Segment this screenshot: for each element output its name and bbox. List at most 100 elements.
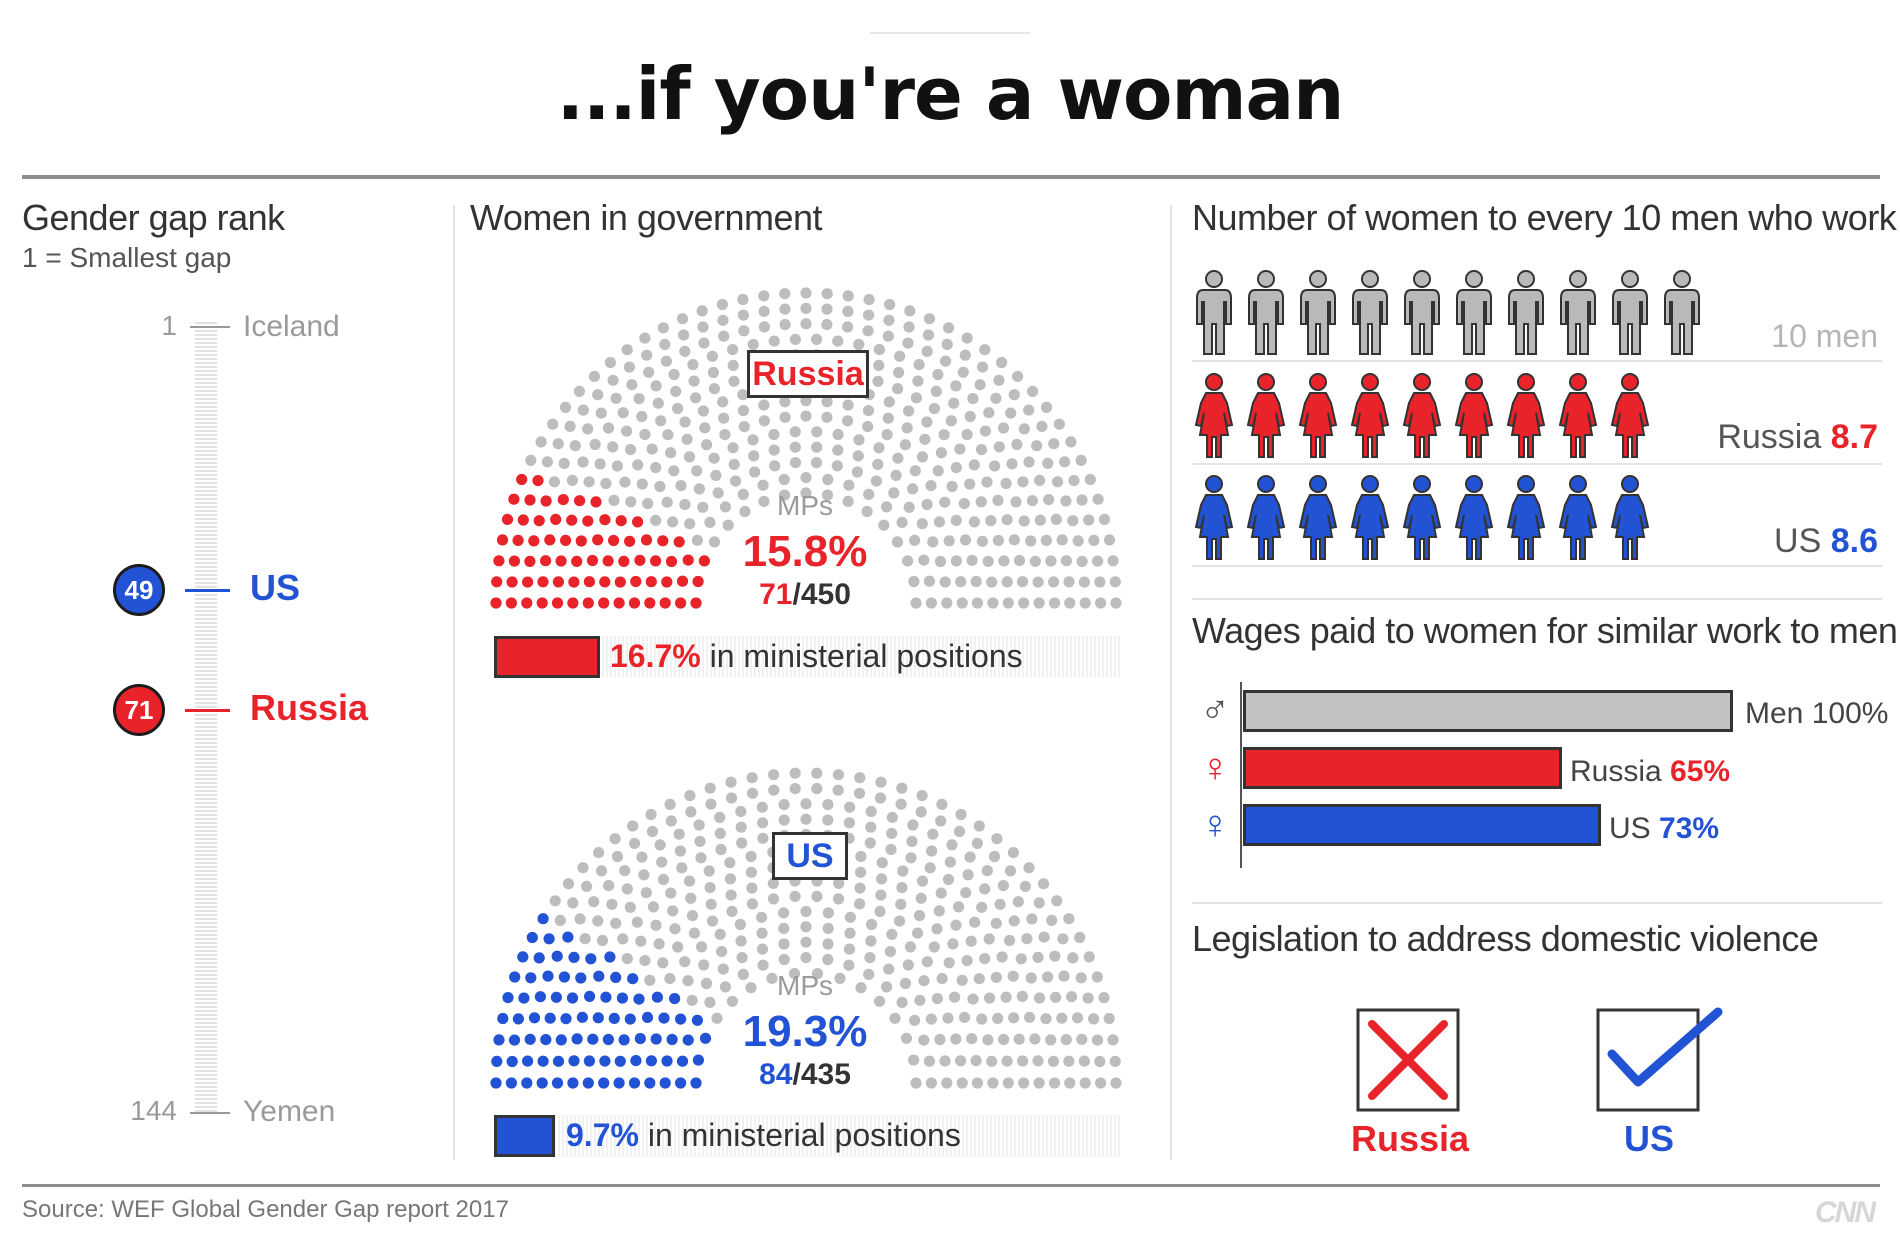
russia-seat [1103, 534, 1116, 546]
us-seat [768, 769, 780, 781]
us-seat [950, 1033, 962, 1045]
russia-seat [728, 458, 740, 470]
us-seat [866, 918, 878, 931]
russia-women-seat [522, 576, 534, 588]
us-women-seat [675, 1013, 687, 1025]
column-separator-1 [453, 205, 455, 1160]
us-women-seat [571, 1033, 583, 1045]
russia-minister-bar [494, 636, 600, 678]
russia-women-seat [574, 495, 586, 507]
us-seat [979, 883, 991, 895]
russia-seat [769, 460, 781, 472]
russia-seat [636, 478, 648, 490]
us-seat [896, 996, 908, 1008]
us-seat [1033, 897, 1045, 909]
russia-seat [1005, 407, 1017, 419]
russia-seat [961, 428, 973, 441]
us-seat [884, 946, 896, 958]
us-seat [844, 801, 856, 813]
us-seat [991, 833, 1003, 845]
us-women-seat [682, 1034, 694, 1046]
us-seat [908, 1054, 920, 1066]
us-seat [886, 811, 898, 823]
us-seat [767, 877, 779, 889]
russia-seat [667, 516, 679, 528]
us-seat [704, 782, 716, 794]
us-seat [1071, 1012, 1084, 1024]
russia-seat [964, 410, 976, 423]
us-seat [800, 798, 812, 810]
us-seat [1045, 1034, 1057, 1046]
us-seat [904, 941, 916, 953]
russia-seat [842, 290, 854, 302]
russia-seat [891, 536, 904, 548]
russia-seat [661, 496, 673, 508]
us-seat [1048, 1077, 1061, 1089]
russia-seat [789, 457, 802, 469]
russia-rank-tick [185, 709, 230, 712]
us-seat [788, 968, 801, 980]
us-seat [1033, 1077, 1045, 1089]
russia-seat [758, 290, 770, 302]
russia-seat [882, 412, 894, 424]
russia-women-seat [512, 534, 524, 546]
woman-icon-us [1246, 475, 1286, 560]
us-women-seat [558, 971, 570, 983]
wage-russia-value: 65% [1670, 755, 1731, 788]
russia-seat [939, 576, 951, 588]
us-rank-label: US [250, 567, 301, 608]
us-seat [899, 977, 912, 990]
russia-seat [727, 344, 739, 356]
russia-seat [779, 396, 791, 408]
russia-women-seat [645, 576, 657, 588]
us-seat [684, 790, 696, 802]
russia-seat [662, 429, 674, 441]
russia-seat [902, 337, 914, 349]
wage-bar-us [1243, 804, 1601, 846]
us-seat [645, 808, 657, 821]
russia-seat [950, 555, 962, 567]
us-seat [789, 767, 801, 779]
us-seat [971, 837, 983, 849]
russia-seat [913, 359, 925, 371]
russia-seat [719, 429, 731, 441]
russia-seat [737, 405, 750, 417]
russia-women-seat [692, 575, 704, 588]
us-women-seat [526, 931, 538, 944]
us-seat [875, 776, 887, 788]
russia-seat [558, 457, 570, 469]
russia-seat [676, 313, 689, 325]
us-seat [924, 862, 936, 874]
russia-seat [650, 462, 662, 474]
russia-seat [941, 597, 953, 609]
russia-seat [1018, 423, 1030, 435]
us-minister-text: 9.7% in ministerial positions [566, 1117, 961, 1154]
us-seat [935, 887, 947, 899]
us-seat [1046, 914, 1058, 926]
russia-seat [687, 359, 699, 371]
us-seat [960, 887, 972, 899]
woman-icon-russia [1506, 373, 1546, 458]
russia-seat [608, 494, 620, 506]
russia-seat [577, 456, 589, 468]
rank-top-number: 1 [161, 310, 177, 341]
us-seat [913, 910, 926, 922]
us-seat [1040, 1013, 1052, 1025]
russia-workers-value: 8.7 [1830, 418, 1878, 456]
us-seat [927, 828, 939, 840]
russia-seat [707, 366, 719, 379]
russia-seat [1027, 385, 1039, 397]
us-seat [994, 898, 1006, 910]
us-seat [664, 798, 676, 810]
workers-row-divider-2 [1192, 463, 1882, 465]
us-seat [865, 935, 877, 947]
us-seat [942, 873, 955, 886]
russia-rank-label: Russia [250, 687, 369, 728]
russia-women-seat [575, 535, 587, 547]
russia-seat [894, 350, 906, 362]
man-icon [1612, 270, 1648, 355]
us-seat [579, 933, 591, 945]
us-seat [704, 882, 716, 894]
us-seat [988, 850, 1001, 863]
us-seat [936, 798, 948, 810]
